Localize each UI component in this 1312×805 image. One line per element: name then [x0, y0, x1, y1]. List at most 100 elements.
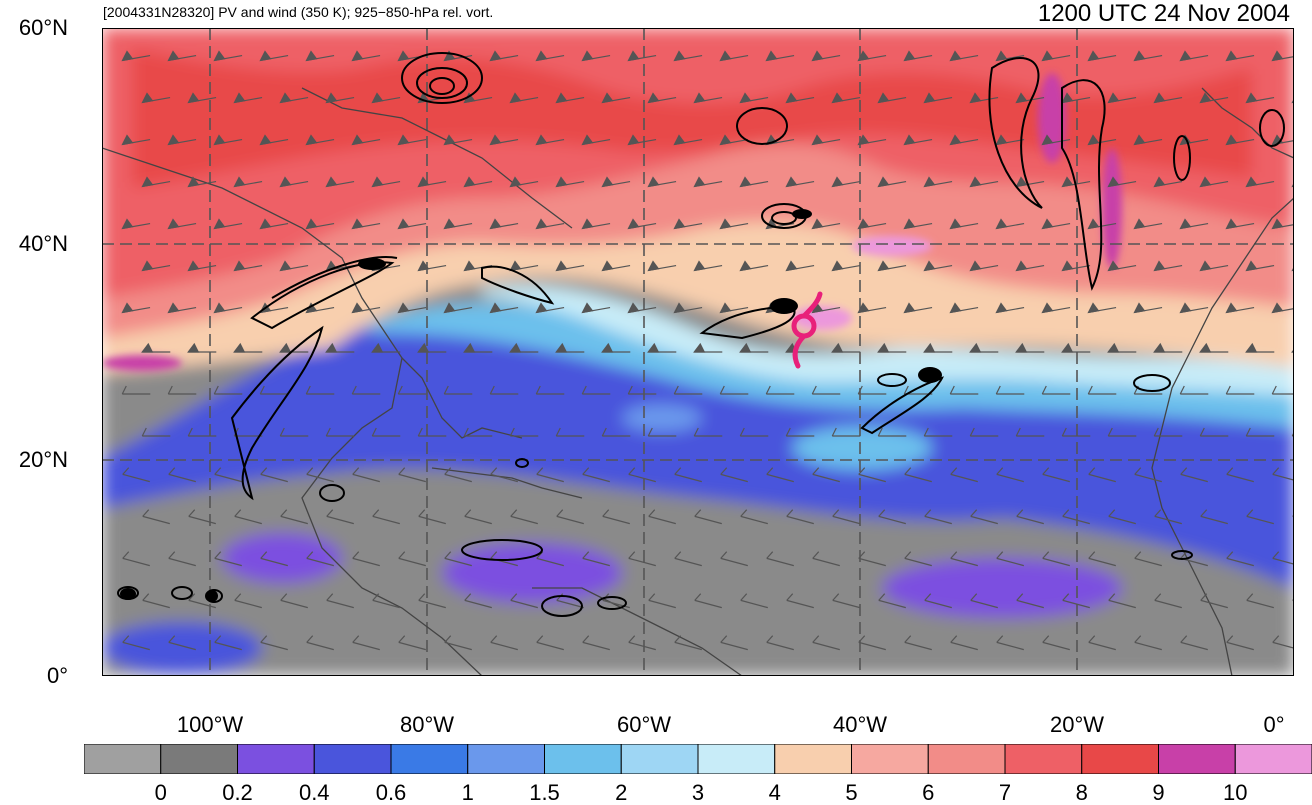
wind-barb: [417, 342, 447, 353]
colorbar-label: 1.5: [529, 780, 560, 805]
wind-barb: [510, 593, 538, 609]
wind-barb: [122, 551, 150, 567]
wind-barb: [1272, 467, 1294, 483]
colorbar-swatch: [84, 744, 162, 774]
colorbar-label: 4: [768, 780, 781, 805]
wind-barb: [858, 551, 886, 567]
wind-barb: [1245, 260, 1275, 272]
wind-barb: [418, 509, 446, 525]
wind-barb: [325, 176, 355, 188]
wind-barb: [601, 92, 631, 104]
wind-barb: [719, 50, 749, 62]
wind-barb: [1179, 385, 1209, 395]
wind-barb: [326, 593, 354, 609]
wind-barb: [1272, 551, 1294, 567]
wind-barb: [627, 50, 657, 62]
wind-barb: [122, 467, 150, 483]
wind-barb: [260, 467, 288, 483]
wind-barb: [950, 635, 978, 651]
wind-barb: [674, 635, 702, 651]
colorbar-swatch: [1234, 744, 1312, 774]
wind-barb: [325, 427, 355, 437]
colorbar-label: 5: [845, 780, 858, 805]
wind-barb: [602, 509, 630, 525]
wind-barb: [1061, 427, 1091, 437]
wind-barb: [1133, 218, 1163, 230]
wind-barb: [259, 218, 289, 230]
wind-barb: [719, 385, 749, 395]
wind-barb: [648, 593, 676, 609]
wind-barb: [1245, 342, 1275, 353]
wind-barb: [305, 50, 335, 62]
colorbar-swatch: [390, 744, 469, 774]
wind-barb: [923, 176, 953, 188]
colorbar-swatch: [544, 744, 622, 774]
wind-barb: [1200, 593, 1228, 609]
wind-barb: [904, 467, 932, 483]
wind-barb: [121, 50, 151, 62]
wind-barb: [924, 593, 952, 609]
wind-barb: [233, 176, 263, 188]
wind-barb: [1041, 50, 1071, 62]
wind-barb: [903, 302, 933, 314]
wind-barb: [1107, 427, 1137, 437]
wind-barb: [489, 385, 519, 395]
colorbar-swatch: [697, 744, 776, 774]
wind-barb: [555, 260, 585, 272]
wind-barb: [187, 92, 217, 104]
wind-barb: [1199, 260, 1229, 272]
wind-barb: [234, 593, 262, 609]
wind-barb: [877, 92, 907, 104]
wind-barb: [555, 92, 585, 104]
wind-barb: [141, 92, 171, 104]
wind-barb: [739, 260, 769, 272]
wind-barb: [121, 218, 151, 230]
wind-barb: [168, 635, 196, 651]
wind-barb: [581, 50, 611, 62]
wind-barb: [719, 218, 749, 230]
wind-barb: [167, 134, 197, 146]
wind-barb: [489, 302, 519, 314]
wind-barb: [601, 427, 631, 437]
wind-barb: [233, 342, 263, 353]
wind-barb: [720, 635, 748, 651]
colorbar-label: 3: [691, 780, 705, 805]
lat-label-60n: 60°N: [18, 15, 68, 40]
wind-barb: [811, 385, 841, 395]
wind-barb: [1087, 302, 1117, 314]
pv-field: [102, 28, 1294, 676]
map-panel: [102, 28, 1294, 676]
wind-barb: [443, 218, 473, 230]
wind-barb: [1153, 176, 1183, 188]
wind-barb: [949, 218, 979, 230]
wind-barb: [581, 385, 611, 395]
figure-title-right: 1200 UTC 24 Nov 2004: [1037, 0, 1290, 27]
wind-barb: [765, 50, 795, 62]
wind-barb: [969, 176, 999, 188]
wind-barb: [903, 218, 933, 230]
wind-barb: [766, 551, 794, 567]
wind-barb: [141, 427, 171, 437]
figure-title-left: [2004331N28320] PV and wind (350 K); 925…: [103, 4, 494, 20]
colorbar-label: 6: [922, 780, 935, 805]
wind-barb: [509, 342, 539, 353]
wind-barb: [417, 260, 447, 272]
wind-barb: [371, 342, 401, 353]
wind-barb: [694, 593, 722, 609]
wind-barb: [969, 427, 999, 437]
wind-barb: [142, 509, 170, 525]
wind-barb: [279, 260, 309, 272]
wind-barb: [831, 427, 861, 437]
colorbar-label: 0.6: [375, 780, 407, 805]
wind-barb: [582, 635, 610, 651]
lon-label-60w: 60°W: [616, 712, 672, 737]
wind-barb: [1154, 593, 1182, 609]
wind-barb: [351, 302, 381, 314]
colorbar-swatch: [620, 744, 699, 774]
coastlines: [102, 87, 1294, 676]
wind-barb: [1133, 50, 1163, 62]
wind-barb: [167, 218, 197, 230]
wind-barb: [234, 509, 262, 525]
wind-barb: [279, 92, 309, 104]
wind-barb: [627, 218, 657, 230]
